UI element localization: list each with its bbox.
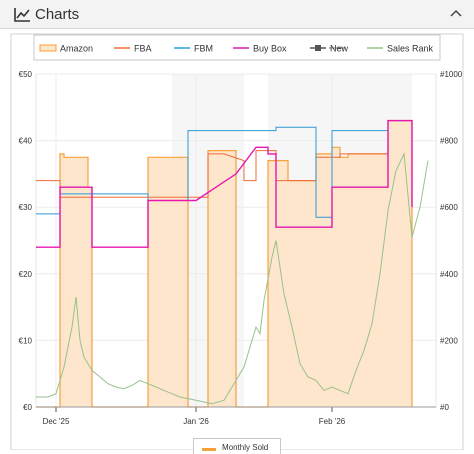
legend-item-fba[interactable]: FBA (114, 44, 152, 54)
y-right-tick-label: #400 (440, 270, 458, 279)
chevron-up-icon[interactable] (448, 6, 464, 22)
legend-label: Sales Rank (387, 44, 434, 54)
x-tick-label: Dec '25 (43, 417, 70, 426)
series-sales-rank (36, 152, 429, 405)
chart-axes: €0 €10 €20 €30 €40 €50 #0 #200 #400 #600 #800 #1000… (19, 70, 463, 426)
legend-item-sales-rank[interactable]: Sales Rank (367, 44, 434, 54)
x-tick-label: Jan '26 (183, 417, 209, 426)
legend-label: New (330, 44, 349, 54)
y-right-tick-label: #0 (440, 403, 449, 412)
series-amazon-area (36, 120, 412, 407)
y-right-tick-label: #1000 (440, 70, 463, 79)
legend-item-fbm[interactable]: FBM (174, 44, 213, 54)
legend-swatch (39, 44, 57, 52)
panel-title: Charts (35, 6, 80, 23)
y-left-tick-label: €20 (19, 270, 33, 279)
legend-item-new[interactable]: New (310, 44, 349, 54)
y-left-tick-label: €10 (19, 336, 33, 345)
legend-label: FBM (194, 44, 213, 54)
line-chart-icon (14, 8, 30, 22)
legend-label: Amazon (60, 44, 93, 54)
plot-area (35, 73, 437, 408)
chart-legend[interactable]: Amazon FBA FBM Buy Box New Sales Rank (39, 44, 434, 54)
series-buy-box (36, 119, 413, 248)
legend-label: FBA (134, 44, 152, 54)
y-left-tick-label: €0 (23, 403, 32, 412)
x-tick-label: Feb '26 (319, 417, 346, 426)
y-left-tick-label: €40 (19, 137, 33, 146)
charts-panel-header: Charts (0, 0, 474, 29)
legend-item-amazon[interactable]: Amazon (39, 44, 93, 54)
legend-marker (315, 45, 321, 51)
y-right-tick-label: #600 (440, 203, 458, 212)
y-right-tick-label: #200 (440, 336, 458, 345)
legend-label: Buy Box (253, 44, 287, 54)
y-left-tick-label: €50 (19, 70, 33, 79)
monthly-sold-label: Monthly Sold (222, 443, 269, 452)
y-right-tick-label: #800 (440, 137, 458, 146)
series-fba (36, 120, 412, 198)
monthly-sold-legend[interactable]: Monthly Sold (193, 438, 281, 454)
y-left-tick-label: €30 (19, 203, 33, 212)
legend-item-buy-box[interactable]: Buy Box (233, 44, 287, 54)
price-history-chart: Amazon FBA FBM Buy Box New Sales Rank €0 €10 €2… (10, 33, 464, 450)
